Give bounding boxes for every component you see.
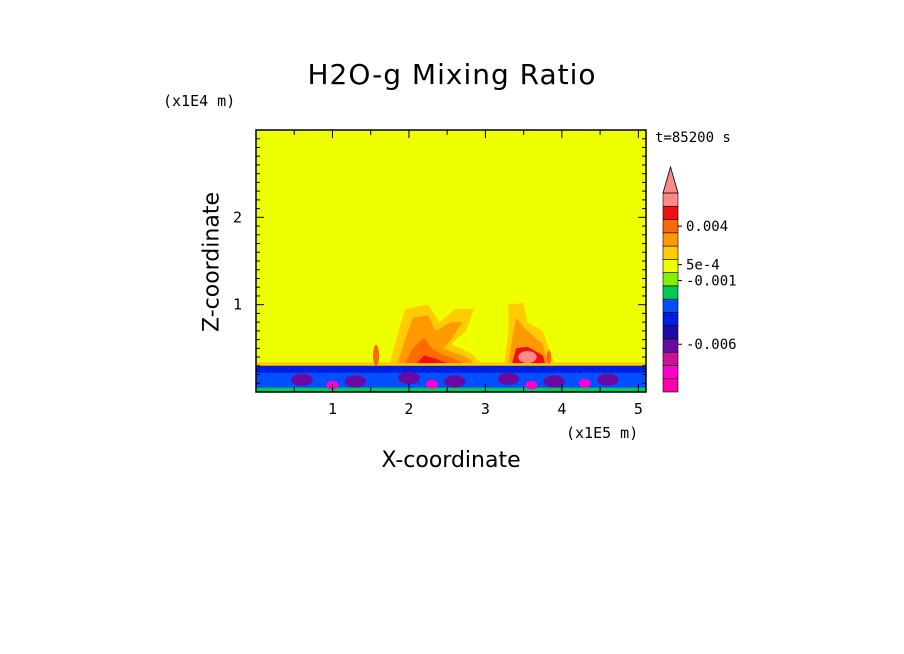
colorbar-level bbox=[662, 205, 679, 220]
colorbar-level bbox=[662, 192, 679, 207]
surface-pocket bbox=[344, 375, 367, 388]
x-tick-label: 3 bbox=[481, 400, 490, 418]
colorbar-level bbox=[662, 378, 679, 393]
x-tick-label: 1 bbox=[328, 400, 337, 418]
surface-strip bbox=[256, 387, 646, 392]
colorbar-tick-label: -0.006 bbox=[686, 337, 737, 353]
colorbar-level bbox=[662, 285, 679, 300]
plume-left-tendril bbox=[373, 344, 380, 366]
surface-pocket-core bbox=[578, 378, 591, 388]
colorbar-level bbox=[662, 219, 679, 234]
colorbar: 0.004 5e-4-0.001 -0.006 bbox=[662, 165, 737, 393]
plume-left-inner bbox=[405, 337, 463, 364]
colorbar-tick-label: 0.004 bbox=[686, 219, 728, 235]
x-axis-label: X-coordinate bbox=[381, 448, 521, 473]
colorbar-level bbox=[662, 365, 679, 380]
colorbar-level bbox=[662, 312, 679, 326]
surface-pocket bbox=[497, 372, 520, 386]
plume-right-tendril bbox=[546, 350, 552, 365]
surface-pocket-core bbox=[425, 379, 438, 389]
z-axis-units: (x1E4 m) bbox=[163, 92, 236, 110]
mixing-ratio-field bbox=[256, 302, 646, 392]
colorbar-tick-label: 5e-4 bbox=[686, 258, 720, 274]
x-tick-label: 5 bbox=[634, 400, 643, 418]
x-axis-units: (x1E5 m) bbox=[566, 424, 639, 442]
x-tick-label: 4 bbox=[557, 400, 566, 418]
colorbar-level bbox=[662, 272, 679, 287]
surface-pocket bbox=[543, 375, 565, 388]
colorbar-tick-label: -0.001 bbox=[686, 274, 737, 290]
colorbar-level bbox=[662, 298, 679, 313]
surface-pocket bbox=[597, 373, 619, 386]
surface-pocket bbox=[398, 371, 420, 385]
axes: 1 2 3 4 5 1 2 bbox=[233, 130, 646, 418]
z-tick-label: 2 bbox=[233, 208, 242, 226]
colorbar-level bbox=[662, 245, 679, 260]
plume-right-core bbox=[518, 350, 537, 364]
surface-pocket-core bbox=[525, 380, 538, 390]
colorbar-level bbox=[662, 338, 679, 353]
surface-pocket bbox=[291, 373, 313, 386]
colorbar-extend-arrow bbox=[662, 165, 679, 194]
surface-pocket bbox=[444, 375, 466, 388]
z-tick-label: 1 bbox=[233, 296, 242, 314]
colorbar-level bbox=[662, 351, 679, 366]
colorbar-level bbox=[662, 232, 679, 247]
colorbar-level bbox=[662, 259, 679, 273]
time-label: t=85200 s bbox=[655, 130, 731, 146]
x-tick-label: 2 bbox=[404, 400, 413, 418]
colorbar-level bbox=[662, 325, 679, 340]
plume-left-core bbox=[416, 355, 448, 364]
chart-title: H2O-g Mixing Ratio bbox=[307, 58, 597, 91]
